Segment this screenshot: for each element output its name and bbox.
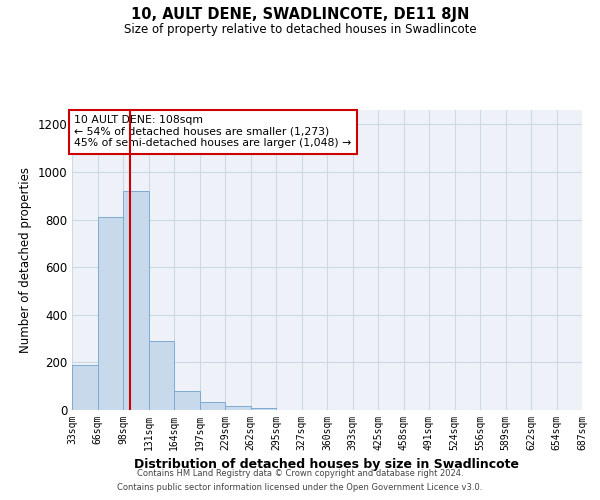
- X-axis label: Distribution of detached houses by size in Swadlincote: Distribution of detached houses by size …: [134, 458, 520, 471]
- Bar: [97, 217, 123, 410]
- Text: 10 AULT DENE: 108sqm
← 54% of detached houses are smaller (1,273)
45% of semi-de: 10 AULT DENE: 108sqm ← 54% of detached h…: [74, 115, 352, 148]
- Text: Contains public sector information licensed under the Open Government Licence v3: Contains public sector information licen…: [118, 484, 482, 492]
- Text: 10, AULT DENE, SWADLINCOTE, DE11 8JN: 10, AULT DENE, SWADLINCOTE, DE11 8JN: [131, 8, 469, 22]
- Y-axis label: Number of detached properties: Number of detached properties: [19, 167, 32, 353]
- Bar: [199, 402, 225, 410]
- Bar: [251, 408, 276, 410]
- Bar: [174, 391, 199, 410]
- Text: Size of property relative to detached houses in Swadlincote: Size of property relative to detached ho…: [124, 22, 476, 36]
- Bar: [149, 341, 174, 410]
- Bar: [225, 406, 251, 410]
- Bar: [72, 365, 97, 410]
- Text: Contains HM Land Registry data © Crown copyright and database right 2024.: Contains HM Land Registry data © Crown c…: [137, 468, 463, 477]
- Bar: [123, 191, 149, 410]
